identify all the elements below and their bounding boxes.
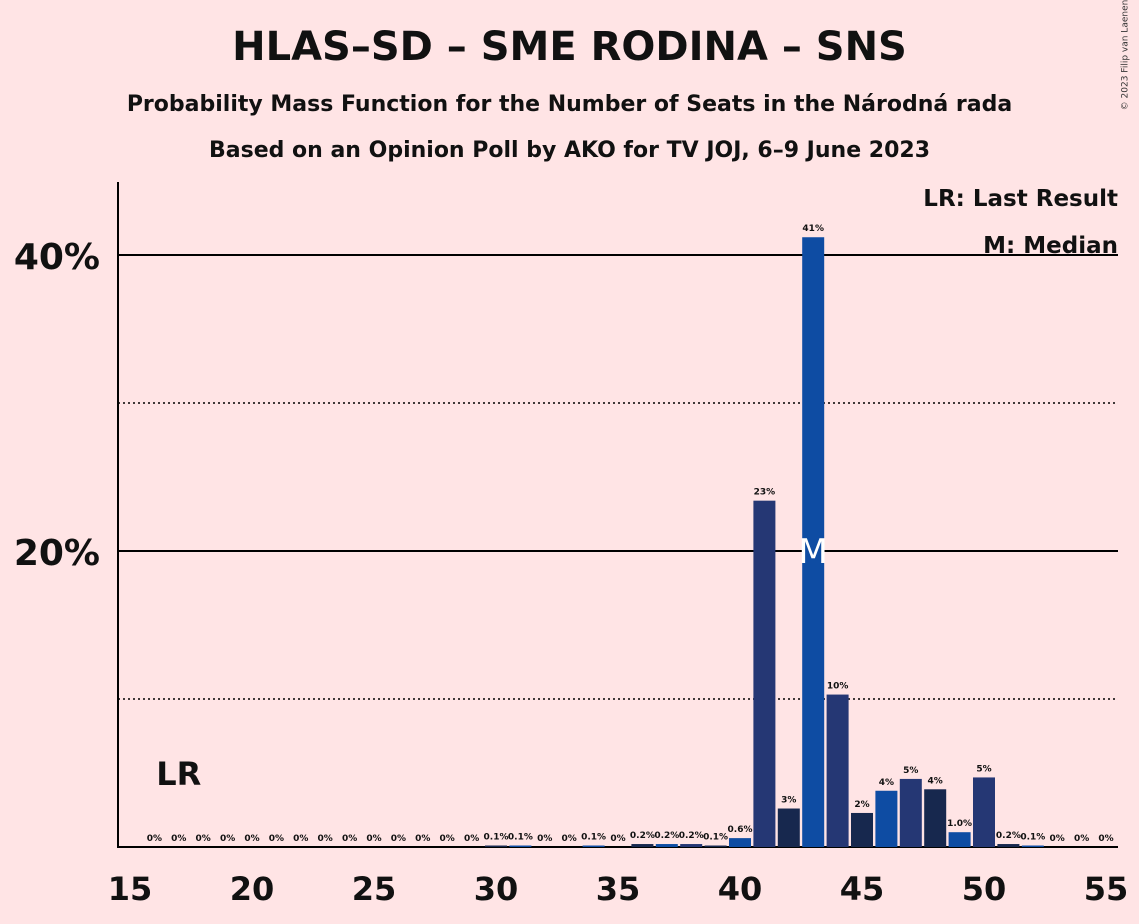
bar-value-label: 0% xyxy=(562,834,577,844)
bar-value-label: 10% xyxy=(827,682,849,692)
bar-seats-43 xyxy=(802,237,825,848)
x-tick-label: 35 xyxy=(596,870,641,908)
bar-value-label: 41% xyxy=(802,224,824,234)
bar-value-label: 5% xyxy=(976,764,991,774)
bar-value-label: 0.6% xyxy=(728,825,753,835)
bar-value-label: 0% xyxy=(342,834,357,844)
bar-value-label: 0% xyxy=(269,834,284,844)
bar-seats-42 xyxy=(777,808,800,847)
bar-seats-45 xyxy=(851,812,873,847)
bar-seats-47 xyxy=(899,778,922,847)
bar-value-label: 0% xyxy=(1074,834,1089,844)
bar-value-label: 0% xyxy=(244,834,259,844)
bar-value-label: 5% xyxy=(903,766,918,776)
bar-seats-37 xyxy=(655,844,678,847)
bar-seats-36 xyxy=(631,844,654,847)
bar-value-label: 0.2% xyxy=(630,831,655,841)
bar-seats-52 xyxy=(1021,845,1044,847)
bar-value-label: 4% xyxy=(879,778,894,788)
bar-value-label: 0% xyxy=(366,834,381,844)
bar-seats-39 xyxy=(704,845,727,847)
bar-seats-50 xyxy=(973,777,995,847)
bar-seats-51 xyxy=(997,844,1020,847)
bar-value-label: 0% xyxy=(196,834,211,844)
bar-value-label: 0% xyxy=(293,834,308,844)
bar-seats-31 xyxy=(509,845,532,847)
bar-value-label: 0% xyxy=(464,834,479,844)
bar-value-label: 0.1% xyxy=(484,833,509,843)
bar-value-label: 0.1% xyxy=(703,833,728,843)
bar-value-label: 0.2% xyxy=(679,831,704,841)
x-tick-label: 40 xyxy=(718,870,763,908)
x-tick-label: 15 xyxy=(108,870,153,908)
bar-value-label: 0% xyxy=(220,834,235,844)
bar-value-label: 0% xyxy=(415,834,430,844)
bar-value-label: 0% xyxy=(537,834,552,844)
bar-value-label: 0% xyxy=(1050,834,1065,844)
bar-seats-46 xyxy=(875,790,898,847)
bar-value-label: 0.1% xyxy=(1020,833,1045,843)
chart-subtitle: Probability Mass Function for the Number… xyxy=(126,92,1013,117)
bar-seats-30 xyxy=(485,845,507,847)
bar-seats-48 xyxy=(924,789,947,847)
chart-title: HLAS–SD – SME RODINA – SNS xyxy=(232,24,907,70)
bar-seats-34 xyxy=(582,845,605,847)
y-tick-label: 20% xyxy=(14,533,100,574)
bar-value-label: 0% xyxy=(440,834,455,844)
bar-seats-44 xyxy=(826,694,849,847)
bar-seats-40 xyxy=(729,838,751,847)
bar-seats-38 xyxy=(680,844,703,847)
legend-last-result: LR: Last Result xyxy=(923,186,1118,212)
x-tick-label: 30 xyxy=(474,870,519,908)
bar-value-label: 0% xyxy=(171,834,186,844)
x-tick-label: 55 xyxy=(1084,870,1129,908)
last-result-marker: LR xyxy=(156,755,201,793)
bar-value-label: 0% xyxy=(391,834,406,844)
chart-subtitle-source: Based on an Opinion Poll by AKO for TV J… xyxy=(208,138,930,163)
x-tick-label: 50 xyxy=(962,870,1007,908)
bar-value-label: 1.0% xyxy=(947,819,972,829)
bar-value-label: 4% xyxy=(928,776,943,786)
x-tick-label: 25 xyxy=(352,870,397,908)
bar-value-label: 0% xyxy=(318,834,333,844)
bar-value-label: 0% xyxy=(1098,834,1113,844)
x-tick-label: 45 xyxy=(840,870,885,908)
bar-value-label: 2% xyxy=(854,800,869,810)
y-tick-label: 40% xyxy=(14,237,100,278)
bar-value-label: 0% xyxy=(610,834,625,844)
bar-value-label: 3% xyxy=(781,796,796,806)
bar-value-label: 0.1% xyxy=(581,833,606,843)
bar-value-label: 0.2% xyxy=(654,831,679,841)
x-tick-label: 20 xyxy=(230,870,275,908)
median-marker: M xyxy=(799,532,828,572)
bar-seats-49 xyxy=(948,832,971,847)
bar-value-label: 23% xyxy=(754,488,776,498)
bar-value-label: 0% xyxy=(147,834,162,844)
bar-value-label: 0.2% xyxy=(996,831,1021,841)
bar-seats-41 xyxy=(753,500,776,847)
bar-value-label: 0.1% xyxy=(508,833,533,843)
